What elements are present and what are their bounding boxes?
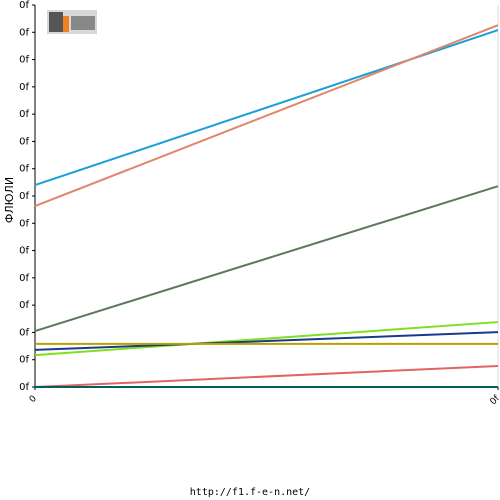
y-tick-label: 0f — [19, 164, 29, 175]
y-tick-label: 0f — [19, 55, 29, 66]
y-axis-label: ФЛЮЛИ — [3, 177, 16, 223]
y-tick-label: 0f — [19, 191, 29, 202]
x-tick-label: 0f — [489, 393, 500, 407]
y-tick-label: 0f — [19, 273, 29, 284]
y-tick-label: 0f — [19, 0, 29, 11]
y-tick-label: 0f — [19, 218, 29, 229]
y-tick-label: 0f — [19, 246, 29, 257]
series-line — [34, 321, 499, 357]
logo — [47, 10, 97, 34]
y-tick-label: 0f — [19, 327, 29, 338]
series-line — [34, 364, 499, 388]
series-line — [34, 24, 499, 208]
y-tick-label: 0f — [19, 82, 29, 93]
y-tick-label: 0f — [19, 136, 29, 147]
y-tick-label: 0f — [19, 382, 29, 393]
y-tick-label: 0f — [19, 355, 29, 366]
y-tick-label: 0f — [19, 27, 29, 38]
y-tick-label: 0f — [19, 109, 29, 120]
x-tick-label: 0 — [28, 394, 39, 405]
y-tick-label: 0f — [19, 300, 29, 311]
series-line — [34, 331, 499, 351]
footer: http://f1.f-e-n.net/ — [190, 487, 310, 498]
series-line — [34, 185, 499, 333]
